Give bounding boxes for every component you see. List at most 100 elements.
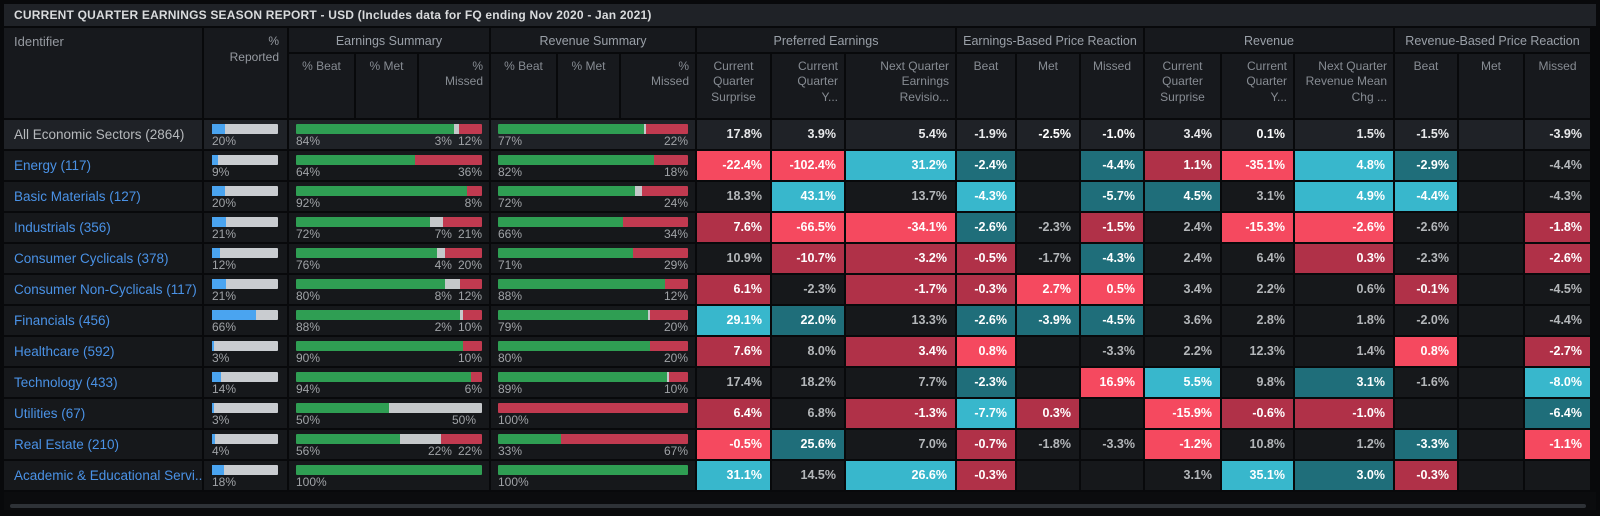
cell-rev-yoy: 10.8% xyxy=(1222,430,1295,461)
cell-rev-surprise: 3.4% xyxy=(1145,120,1222,151)
cell-rev-mean-chg: 0.6% xyxy=(1295,275,1395,306)
reported-progress-fill xyxy=(212,434,215,444)
cell-pe-yoy: 43.1% xyxy=(772,182,846,213)
cell-pe-surprise: 29.1% xyxy=(697,306,772,337)
cell-pe-yoy: 6.8% xyxy=(772,399,846,430)
cell-rbpr-beat: -1.6% xyxy=(1395,368,1459,399)
earnings-met-segment xyxy=(459,310,464,320)
column-header-revenue-met[interactable]: % Met xyxy=(558,54,621,118)
cell-rbpr-met xyxy=(1459,182,1525,213)
column-header-pe-yoy[interactable]: Current Quarter Y... xyxy=(772,54,846,118)
revenue-summary-cell: 100% xyxy=(491,461,697,492)
cell-ebpr-missed: -3.3% xyxy=(1081,337,1145,368)
cell-ebpr-beat: -2.6% xyxy=(957,213,1017,244)
cell-rbpr-met xyxy=(1459,461,1525,492)
row-identifier[interactable]: Consumer Non-Cyclicals (117) xyxy=(4,275,204,306)
row-identifier[interactable]: Industrials (356) xyxy=(4,213,204,244)
revenue-summary-bar xyxy=(498,341,688,351)
column-header-rev-mean-chg[interactable]: Next Quarter Revenue Mean Chg ... xyxy=(1295,54,1395,118)
cell-rbpr-missed: -8.0% xyxy=(1525,368,1592,399)
cell-rbpr-beat: -1.5% xyxy=(1395,120,1459,151)
revenue-beat-segment xyxy=(498,341,650,351)
group-header-revenue-price-reaction: Revenue-Based Price Reaction xyxy=(1395,28,1592,54)
cell-rbpr-met xyxy=(1459,244,1525,275)
cell-pe-surprise: 6.4% xyxy=(697,399,772,430)
column-header-earnings-met[interactable]: % Met xyxy=(356,54,419,118)
column-header-identifier[interactable]: Identifier xyxy=(4,28,204,118)
column-header-rbpr-met[interactable]: Met xyxy=(1459,54,1525,118)
row-identifier[interactable]: Basic Materials (127) xyxy=(4,182,204,213)
cell-ebpr-missed: -1.5% xyxy=(1081,213,1145,244)
reported-progress-bar xyxy=(212,372,278,382)
column-header-rev-yoy[interactable]: Current Quarter Y... xyxy=(1222,54,1295,118)
revenue-summary-cell: 100% xyxy=(491,399,697,430)
revenue-beat-segment xyxy=(498,155,654,165)
revenue-missed-segment xyxy=(650,341,688,351)
column-header-rbpr-beat[interactable]: Beat xyxy=(1395,54,1459,118)
earnings-met-segment xyxy=(429,217,443,227)
earnings-beat-label: 76% xyxy=(296,258,321,272)
cell-rev-yoy: 35.1% xyxy=(1222,461,1295,492)
group-header-earnings-price-reaction: Earnings-Based Price Reaction xyxy=(957,28,1145,54)
earnings-missed-segment xyxy=(415,155,482,165)
earnings-missed-segment xyxy=(444,248,482,258)
column-header-earnings-missed[interactable]: % Missed xyxy=(419,54,491,118)
revenue-beat-segment xyxy=(498,217,624,227)
reported-percent-label: 3% xyxy=(212,413,230,427)
revenue-missed-segment xyxy=(646,124,688,134)
row-identifier[interactable]: Financials (456) xyxy=(4,306,204,337)
earnings-beat-segment xyxy=(296,217,430,227)
column-header-ebpr-missed[interactable]: Missed xyxy=(1081,54,1145,118)
table-row: Consumer Non-Cyclicals (117) 21% 80% 8% … xyxy=(4,275,1596,306)
column-header-pe-surprise[interactable]: Current Quarter Surprise xyxy=(697,54,772,118)
column-header-reported[interactable]: % Reported xyxy=(204,28,289,118)
table-row: Consumer Cyclicals (378) 12% 76% 4% 20% xyxy=(4,244,1596,275)
reported-cell: 21% xyxy=(204,213,289,244)
earnings-missed-segment xyxy=(441,434,482,444)
revenue-summary-bar xyxy=(498,403,688,413)
earnings-beat-label: 92% xyxy=(296,196,321,210)
cell-rbpr-beat: -2.3% xyxy=(1395,244,1459,275)
row-identifier[interactable]: All Economic Sectors (2864) xyxy=(4,120,204,151)
earnings-beat-segment xyxy=(296,124,454,134)
table-row: Industrials (356) 21% 72% 7% 21% xyxy=(4,213,1596,244)
column-header-earnings-beat[interactable]: % Beat xyxy=(289,54,356,118)
cell-rbpr-missed: -4.5% xyxy=(1525,275,1592,306)
column-header-rbpr-missed[interactable]: Missed xyxy=(1525,54,1592,118)
earnings-beat-segment xyxy=(296,434,401,444)
horizontal-scrollbar[interactable] xyxy=(10,504,1586,508)
earnings-met-label: 8% xyxy=(434,289,452,303)
reported-percent-label: 3% xyxy=(212,351,230,365)
column-header-revenue-beat[interactable]: % Beat xyxy=(491,54,558,118)
earnings-summary-cell: 100% xyxy=(289,461,491,492)
row-identifier[interactable]: Academic & Educational Servi... xyxy=(4,461,204,492)
row-identifier[interactable]: Energy (117) xyxy=(4,151,204,182)
revenue-summary-cell: 71% 29% xyxy=(491,244,697,275)
cell-rev-yoy: 2.8% xyxy=(1222,306,1295,337)
earnings-summary-bar xyxy=(296,372,482,382)
cell-ebpr-beat: -2.3% xyxy=(957,368,1017,399)
revenue-beat-label: 88% xyxy=(498,289,523,303)
cell-rbpr-met xyxy=(1459,151,1525,182)
column-header-revenue-missed[interactable]: % Missed xyxy=(621,54,697,118)
cell-ebpr-met xyxy=(1017,151,1081,182)
row-identifier[interactable]: Real Estate (210) xyxy=(4,430,204,461)
row-identifier[interactable]: Consumer Cyclicals (378) xyxy=(4,244,204,275)
column-header-pe-next-revision[interactable]: Next Quarter Earnings Revisio... xyxy=(846,54,957,118)
column-header-ebpr-met[interactable]: Met xyxy=(1017,54,1081,118)
reported-progress-fill xyxy=(212,279,226,289)
revenue-beat-label: 72% xyxy=(498,196,523,210)
row-identifier[interactable]: Technology (433) xyxy=(4,368,204,399)
revenue-beat-label: 66% xyxy=(498,227,523,241)
reported-percent-label: 4% xyxy=(212,444,230,458)
reported-percent-label: 20% xyxy=(212,196,237,210)
earnings-missed-label: 22% xyxy=(457,444,482,458)
earnings-beat-segment xyxy=(296,310,460,320)
table-row: Utilities (67) 3% 50% 50% xyxy=(4,399,1596,430)
column-header-ebpr-beat[interactable]: Beat xyxy=(957,54,1017,118)
row-identifier[interactable]: Healthcare (592) xyxy=(4,337,204,368)
column-header-rev-surprise[interactable]: Current Quarter Surprise xyxy=(1145,54,1222,118)
earnings-summary-cell: 50% 50% xyxy=(289,399,491,430)
row-identifier[interactable]: Utilities (67) xyxy=(4,399,204,430)
table-header: Identifier % Reported Earnings Summary R… xyxy=(4,28,1596,120)
